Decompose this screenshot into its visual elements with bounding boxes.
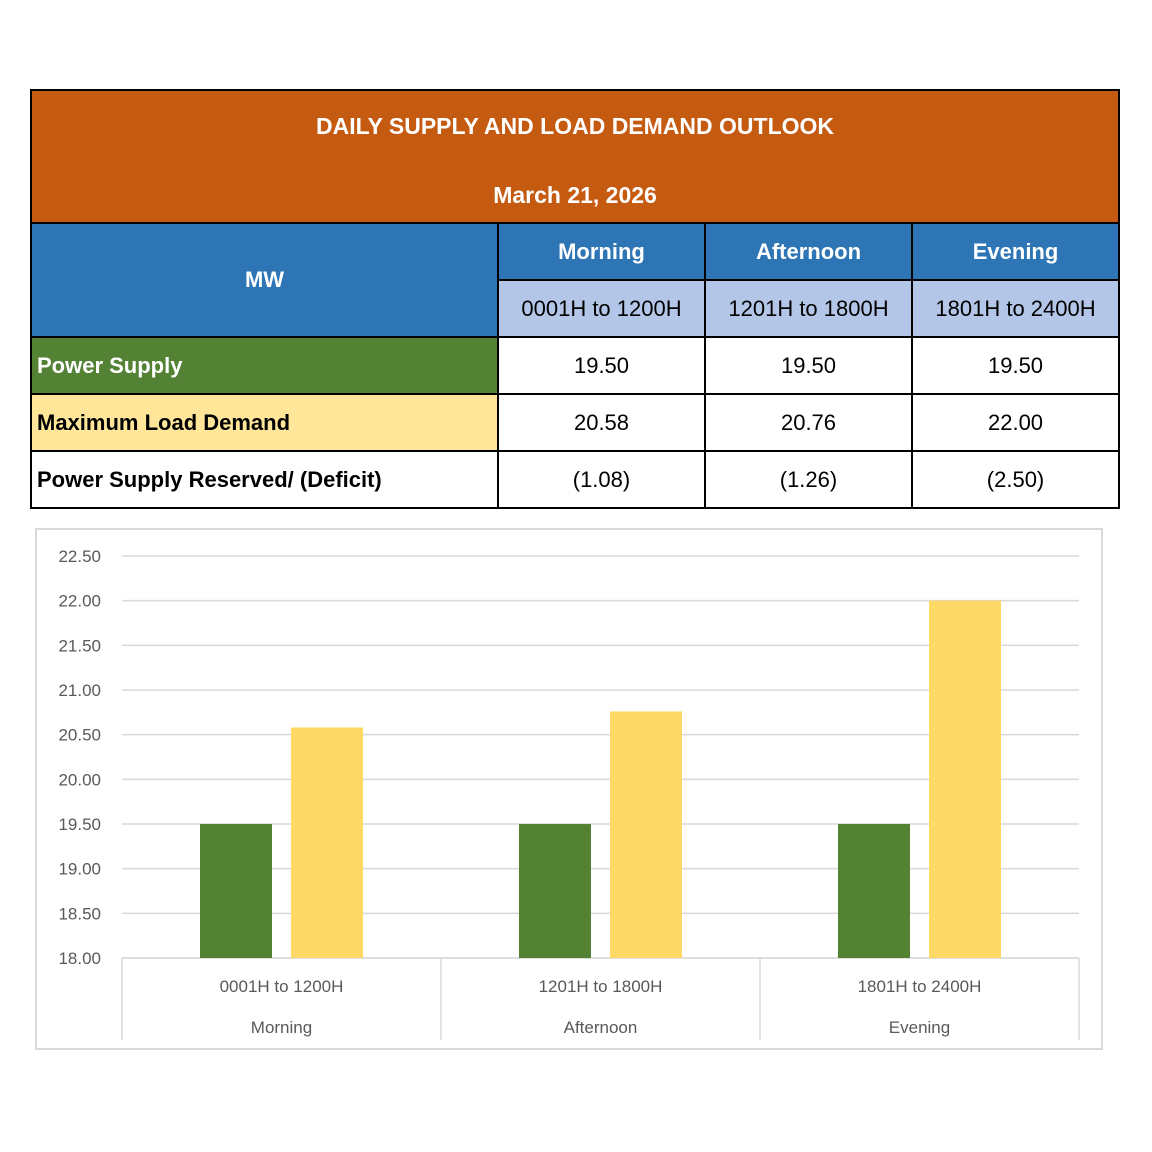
range-morning: 0001H to 1200H [497, 279, 706, 338]
y-tick-label: 18.50 [58, 904, 101, 923]
reserve-deficit-label: Power Supply Reserved/ (Deficit) [30, 450, 499, 509]
power-supply-morning: 19.50 [497, 336, 706, 395]
y-tick-label: 19.00 [58, 860, 101, 879]
range-afternoon: 1201H to 1800H [704, 279, 913, 338]
x-category-period-label: Afternoon [564, 1018, 638, 1037]
table-row: Power Supply Reserved/ (Deficit) (1.08) … [30, 450, 1121, 509]
y-tick-label: 19.50 [58, 815, 101, 834]
max-load-demand-morning: 20.58 [497, 393, 706, 452]
x-category-period-label: Evening [889, 1018, 950, 1037]
x-category-range-label: 1801H to 2400H [858, 977, 982, 996]
max-load-demand-label: Maximum Load Demand [30, 393, 499, 452]
range-evening: 1801H to 2400H [910, 279, 1121, 338]
reserve-deficit-evening: (2.50) [910, 450, 1121, 509]
y-tick-label: 21.50 [58, 636, 101, 655]
y-tick-label: 20.50 [58, 726, 101, 745]
bar [519, 824, 591, 958]
y-tick-label: 22.50 [58, 547, 101, 566]
y-tick-label: 21.00 [58, 681, 101, 700]
power-supply-label: Power Supply [30, 336, 499, 395]
outlook-table: DAILY SUPPLY AND LOAD DEMAND OUTLOOK Mar… [29, 89, 1121, 509]
bar [200, 824, 272, 958]
unit-label: MW [30, 222, 499, 338]
x-category-range-label: 1201H to 1800H [539, 977, 663, 996]
table-row: Power Supply 19.50 19.50 19.50 [30, 336, 1121, 395]
period-evening: Evening [910, 222, 1121, 281]
max-load-demand-afternoon: 20.76 [704, 393, 913, 452]
x-category-range-label: 0001H to 1200H [220, 977, 344, 996]
table-title: DAILY SUPPLY AND LOAD DEMAND OUTLOOK [316, 112, 835, 139]
reserve-deficit-afternoon: (1.26) [704, 450, 913, 509]
y-tick-label: 22.00 [58, 592, 101, 611]
y-tick-label: 20.00 [58, 770, 101, 789]
title-cell: DAILY SUPPLY AND LOAD DEMAND OUTLOOK Mar… [29, 89, 1121, 224]
chart-svg: 18.00 18.50 19.00 19.50 20.00 20.50 21.00 21.50… [58, 547, 1080, 1040]
bar [929, 600, 1001, 958]
bar-chart: 18.00 18.50 19.00 19.50 20.00 20.50 21.00 21.50… [35, 528, 1103, 1050]
bar [610, 711, 682, 958]
x-category-period-label: Morning [251, 1018, 312, 1037]
bar [838, 824, 910, 958]
bar [291, 727, 363, 958]
y-tick-label: 18.00 [58, 949, 101, 968]
reserve-deficit-morning: (1.08) [497, 450, 706, 509]
period-afternoon: Afternoon [704, 222, 913, 281]
table-date: March 21, 2026 [493, 181, 657, 208]
power-supply-evening: 19.50 [910, 336, 1121, 395]
power-supply-afternoon: 19.50 [704, 336, 913, 395]
table-row: Maximum Load Demand 20.58 20.76 22.00 [30, 393, 1121, 452]
max-load-demand-evening: 22.00 [910, 393, 1121, 452]
period-morning: Morning [497, 222, 706, 281]
